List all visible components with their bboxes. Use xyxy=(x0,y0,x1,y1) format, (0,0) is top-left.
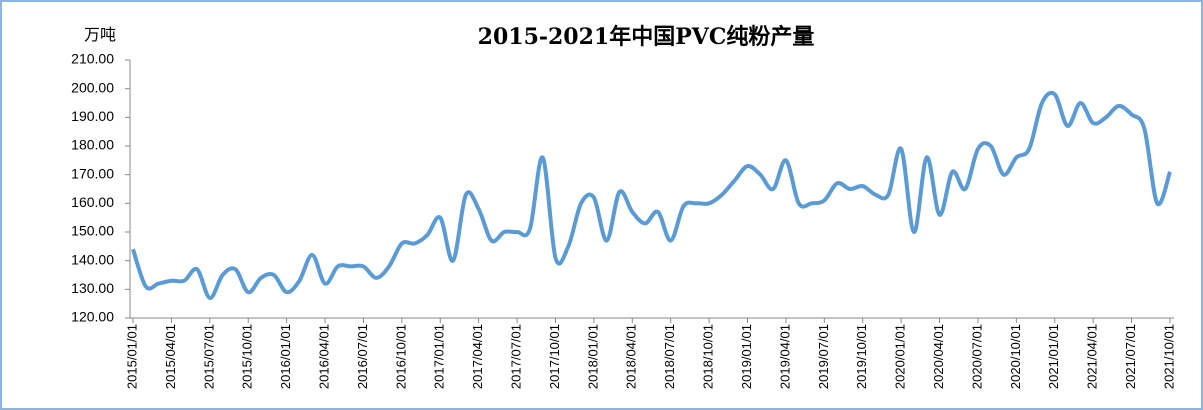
y-tick-label: 160.00 xyxy=(71,194,114,210)
x-tick-label: 2021/07/01 xyxy=(1123,324,1138,389)
x-tick-label: 2017/10/01 xyxy=(547,324,562,389)
x-tick-label: 2018/10/01 xyxy=(701,324,716,389)
x-tick-label: 2015/10/01 xyxy=(240,324,255,389)
x-tick-label: 2019/04/01 xyxy=(777,324,792,389)
x-tick-label: 2019/01/01 xyxy=(739,324,754,389)
x-tick-label: 2020/04/01 xyxy=(931,324,946,389)
x-tick-label: 2021/10/01 xyxy=(1161,324,1176,389)
y-tick-label: 190.00 xyxy=(71,108,114,124)
data-line xyxy=(131,90,1172,300)
chart-title: 2015-2021年中国PVC纯粉产量 xyxy=(478,24,815,50)
y-tick-label: 180.00 xyxy=(71,137,114,153)
x-tick-label: 2019/07/01 xyxy=(816,324,831,389)
x-tick-label: 2020/01/01 xyxy=(893,324,908,389)
x-tick-label: 2019/10/01 xyxy=(854,324,869,389)
x-tick-label: 2017/01/01 xyxy=(432,324,447,389)
x-tick-label: 2020/07/01 xyxy=(969,324,984,389)
x-tick-label: 2015/01/01 xyxy=(124,324,139,389)
y-axis-label: 万吨 xyxy=(84,26,116,44)
x-tick-label: 2021/01/01 xyxy=(1046,324,1061,389)
x-tick-label: 2015/07/01 xyxy=(201,324,216,389)
x-tick-label: 2020/10/01 xyxy=(1008,324,1023,389)
y-tick-label: 120.00 xyxy=(71,309,114,325)
x-tick-label: 2016/04/01 xyxy=(316,324,331,389)
x-tick-label: 2016/10/01 xyxy=(393,324,408,389)
y-tick-label: 140.00 xyxy=(71,251,114,267)
y-tick-label: 200.00 xyxy=(71,79,114,95)
x-tick-label: 2017/07/01 xyxy=(509,324,524,389)
x-tick-label: 2016/07/01 xyxy=(355,324,370,389)
y-tick-label: 130.00 xyxy=(71,280,114,296)
x-tick-label: 2018/01/01 xyxy=(585,324,600,389)
x-tick-label: 2018/04/01 xyxy=(624,324,639,389)
y-tick-label: 150.00 xyxy=(71,223,114,239)
y-tick-label: 210.00 xyxy=(71,51,114,67)
x-tick-label: 2016/01/01 xyxy=(278,324,293,389)
x-tick-label: 2015/04/01 xyxy=(163,324,178,389)
x-tick-label: 2018/07/01 xyxy=(662,324,677,389)
x-tick-label: 2021/04/01 xyxy=(1085,324,1100,389)
x-tick-label: 2017/04/01 xyxy=(470,324,485,389)
y-tick-label: 170.00 xyxy=(71,165,114,181)
